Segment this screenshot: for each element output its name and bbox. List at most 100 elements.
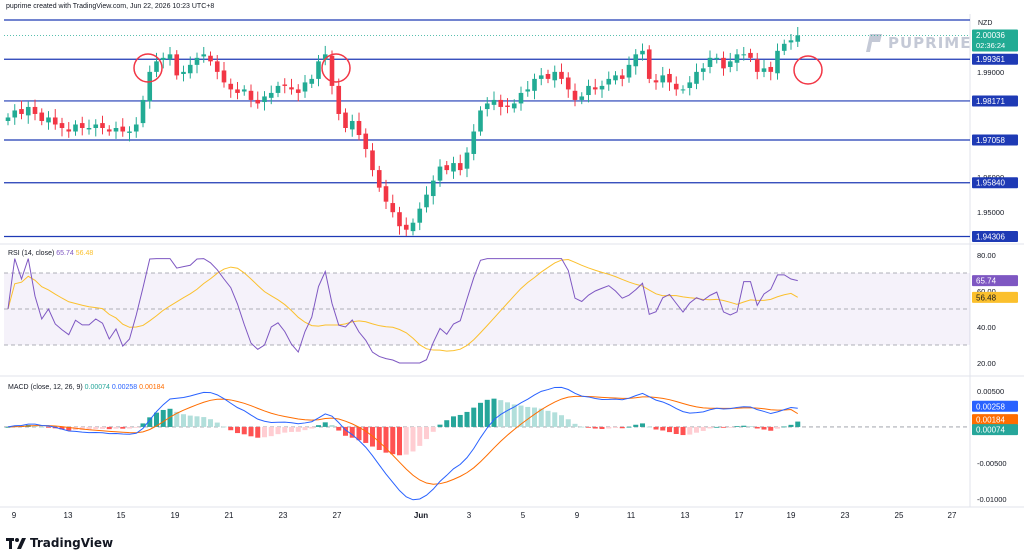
- x-tick-label: Jun: [414, 511, 428, 520]
- candle-body: [721, 57, 726, 69]
- candle-body: [451, 163, 456, 172]
- macd-histogram-bar: [781, 426, 787, 428]
- x-tick-label: 11: [627, 511, 636, 520]
- candle-body: [633, 54, 639, 67]
- candle-body: [781, 43, 787, 51]
- tradingview-logo[interactable]: TradingView: [6, 536, 113, 550]
- macd-histogram-bar: [444, 420, 450, 427]
- macd-histogram-bar: [120, 426, 126, 429]
- rsi-legend: RSI (14, close) 65.74 56.48: [8, 250, 93, 257]
- macd-histogram-bar: [140, 423, 146, 427]
- macd-histogram-bar: [694, 426, 699, 433]
- macd-histogram-bar: [714, 426, 720, 428]
- x-tick-label: 25: [895, 511, 904, 520]
- candle-body: [397, 212, 402, 227]
- candle-body: [329, 55, 335, 86]
- macd-histogram-bar: [106, 426, 112, 430]
- rsi-badge: [972, 275, 1018, 287]
- rsi-value: 65.74: [56, 250, 75, 257]
- macd-histogram-bar: [586, 426, 591, 428]
- macd-histogram-bar: [336, 426, 342, 431]
- brand-name: PUPRIME: [888, 34, 972, 52]
- candle-body: [127, 131, 132, 133]
- macd-histogram-bar: [768, 426, 774, 431]
- candle-body: [552, 71, 558, 81]
- macd-histogram-bar: [626, 426, 632, 428]
- candle-body: [120, 126, 126, 132]
- macd-histogram-bar: [397, 426, 402, 456]
- candle-body: [32, 106, 38, 114]
- candle-body: [505, 105, 510, 107]
- macd-histogram-bar: [572, 423, 578, 427]
- candle-body: [316, 61, 321, 79]
- macd-histogram-bar: [174, 411, 180, 427]
- macd-histogram-bar: [221, 426, 227, 428]
- macd-histogram-bar: [464, 411, 470, 427]
- x-tick-label: 17: [735, 511, 744, 520]
- macd-histogram-bar: [275, 426, 281, 435]
- price-badge-label: 2.00036: [976, 31, 1005, 40]
- macd-histogram-bar: [552, 412, 558, 427]
- candle-body: [106, 129, 112, 132]
- candle-body: [52, 117, 58, 125]
- macd-badge-label: 0.00074: [976, 426, 1005, 435]
- candle-body: [93, 124, 99, 128]
- candle-body: [221, 70, 227, 83]
- candle-body: [383, 186, 389, 202]
- macd-badge: [972, 400, 1018, 412]
- macd-histogram-bar: [673, 426, 679, 435]
- price-tick-label: 1.99000: [977, 68, 1004, 77]
- candle-body: [235, 89, 240, 93]
- candle-body: [100, 123, 105, 128]
- x-tick-label: 3: [467, 511, 472, 520]
- macd-series: [5, 386, 801, 501]
- candle-body: [532, 78, 537, 91]
- brand-watermark: PUPRIME: [862, 32, 971, 54]
- highlight-circle: [321, 53, 351, 83]
- macd-histogram-bar: [646, 426, 652, 428]
- candle-body: [187, 64, 193, 74]
- macd-histogram-bar: [565, 419, 571, 427]
- macd-histogram-bar: [613, 426, 618, 428]
- candle-body: [653, 80, 659, 83]
- candle-body: [599, 85, 605, 90]
- candle-body: [606, 78, 612, 85]
- x-tick-label: 19: [787, 511, 796, 520]
- candlestick-series: [5, 26, 801, 237]
- candle-body: [133, 124, 139, 132]
- macd-histogram-bar: [187, 415, 193, 427]
- macd-histogram-bar: [282, 426, 288, 433]
- macd-histogram-bar: [761, 426, 767, 430]
- price-badge-label: 1.98171: [976, 97, 1005, 106]
- candle-body: [687, 82, 693, 89]
- candle-body: [613, 75, 618, 81]
- macd-histogram-bar: [32, 425, 38, 427]
- macd-histogram-bar: [309, 426, 315, 429]
- rsi-tick-label: 40.00: [977, 323, 996, 332]
- candle-body: [640, 50, 645, 55]
- macd-histogram-bar: [633, 424, 639, 427]
- candle-body: [680, 89, 686, 91]
- candle-body: [788, 40, 794, 43]
- x-tick-label: 19: [171, 511, 180, 520]
- macd-histogram-bar: [721, 426, 726, 428]
- candle-body: [673, 83, 679, 90]
- macd-histogram-bar: [181, 414, 186, 427]
- candle-body: [262, 96, 267, 103]
- x-tick-label: 9: [575, 511, 580, 520]
- candle-body: [761, 68, 767, 72]
- macd-histogram-bar: [437, 424, 443, 427]
- macd-histogram-bar: [775, 426, 780, 429]
- rsi-series: [7, 258, 799, 364]
- candle-body: [775, 50, 780, 74]
- macd-histogram-bar: [241, 426, 247, 435]
- price-badge-label: 1.97058: [976, 136, 1005, 145]
- candle-body: [525, 89, 531, 92]
- candle-body: [282, 84, 288, 86]
- macd-histogram-bar: [201, 417, 207, 427]
- macd-histogram-bar: [734, 426, 740, 427]
- price-tick-label: 1.95000: [977, 208, 1004, 217]
- candle-body: [154, 61, 159, 72]
- macd-histogram-bar: [268, 426, 274, 437]
